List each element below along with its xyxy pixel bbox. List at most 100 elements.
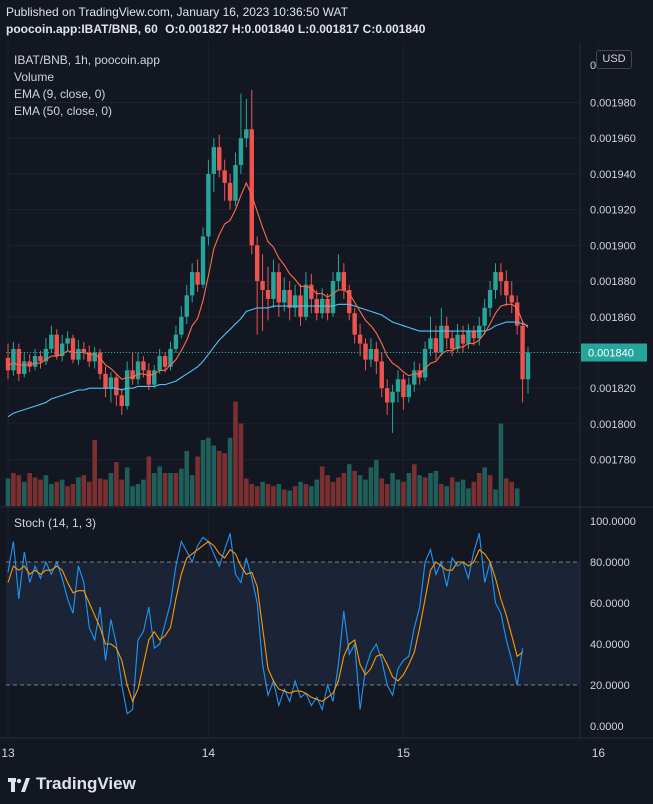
price-tick-label: 0.001780 — [590, 455, 636, 467]
volume-bar — [384, 484, 390, 506]
volume-bar — [97, 478, 103, 506]
volume-bar — [189, 475, 195, 506]
volume-bar — [319, 466, 325, 506]
candle-body — [65, 338, 70, 344]
candle-body — [173, 334, 179, 349]
volume-bar — [211, 445, 217, 506]
price-top-tick-label: 0 — [590, 60, 596, 72]
tradingview-logo[interactable]: TradingView — [8, 774, 136, 794]
volume-bar — [92, 440, 97, 506]
volume-bar — [455, 481, 460, 506]
volume-bar — [314, 479, 320, 506]
volume-bar — [157, 466, 162, 506]
candle-body — [227, 182, 233, 201]
volume-bar — [466, 488, 471, 506]
candle-body — [222, 170, 227, 183]
volume-bar — [43, 475, 49, 506]
volume-bar — [249, 484, 255, 506]
candle-body — [287, 290, 292, 308]
candle-body — [146, 370, 152, 385]
candle-body — [184, 295, 189, 317]
candle-body — [81, 348, 87, 353]
volume-bar — [179, 468, 184, 506]
volume-bar — [5, 478, 11, 506]
candle-body — [108, 377, 114, 389]
brand-name: TradingView — [36, 774, 136, 793]
volume-bar — [401, 481, 406, 506]
volume-bar — [498, 423, 504, 506]
candle-body — [152, 370, 157, 385]
volume-bar — [233, 401, 238, 506]
volume-bar — [341, 473, 347, 506]
volume-bar — [433, 470, 439, 506]
volume-bar — [81, 475, 87, 506]
price-tick-label: 0.001820 — [590, 383, 636, 395]
currency-button[interactable]: USD — [596, 50, 632, 69]
volume-bar — [70, 484, 76, 506]
volume-bar — [32, 477, 38, 506]
candle-body — [433, 338, 439, 353]
stoch-band-fill — [6, 562, 580, 685]
price-tick-label: 0.001980 — [590, 98, 636, 110]
volume-bar — [38, 479, 43, 506]
candle-body — [406, 384, 412, 398]
candle-body — [38, 356, 43, 362]
volume-bar — [151, 473, 157, 506]
volume-bar — [265, 484, 271, 506]
legend: IBAT/BNB, 1h, poocoin.app Volume EMA (9,… — [14, 52, 160, 120]
volume-bar — [460, 479, 466, 506]
candle-body — [504, 281, 509, 296]
candle-body — [114, 377, 119, 396]
volume-bar — [325, 475, 330, 506]
volume-bar — [330, 481, 336, 506]
volume-bar — [27, 473, 32, 506]
volume-bar — [493, 489, 498, 506]
candle-body — [76, 348, 81, 360]
candle-body — [92, 352, 97, 362]
price-tick-label: 0.001920 — [590, 205, 636, 217]
candle-body — [336, 272, 341, 282]
candle-body — [401, 379, 406, 398]
close-value: C:0.001840 — [362, 22, 426, 36]
volume-bar — [119, 479, 125, 506]
volume-bar — [482, 467, 487, 506]
candle-body — [168, 348, 173, 367]
volume-bar — [487, 475, 493, 506]
price-tick-label: 0.001880 — [590, 276, 636, 288]
candle-body — [379, 361, 384, 389]
candle-body — [97, 352, 103, 374]
volume-bar — [406, 473, 412, 506]
volume-bar — [368, 467, 374, 506]
candle-body — [271, 272, 276, 299]
volume-bar — [449, 477, 455, 506]
candle-body — [244, 129, 249, 139]
candle-body — [200, 236, 206, 285]
price-tick-label: 0.001940 — [590, 169, 636, 181]
candle-body — [390, 391, 395, 403]
volume-bar — [476, 473, 482, 506]
volume-bar — [336, 477, 341, 506]
volume-bar — [298, 481, 303, 506]
volume-bar — [287, 490, 292, 506]
candle-body — [309, 284, 314, 299]
stoch-label: Stoch (14, 1, 3) — [14, 516, 97, 530]
volume-bar — [514, 488, 520, 506]
candle-body — [119, 395, 124, 407]
candle-body — [422, 348, 428, 378]
volume-bar — [21, 481, 27, 506]
candle-body — [412, 370, 417, 385]
volume-bar — [200, 440, 206, 506]
candle-body — [135, 361, 141, 380]
candle-body — [357, 334, 363, 344]
volume-bar — [162, 473, 168, 506]
volume-bar — [276, 484, 282, 506]
candle-body — [49, 334, 54, 349]
volume-bar — [417, 475, 422, 506]
candle-body — [514, 302, 520, 326]
candle-body — [477, 325, 482, 339]
volume-bar — [135, 484, 141, 506]
price-tick-label: 0.001800 — [590, 419, 636, 431]
legend-volume: Volume — [14, 70, 55, 84]
candle-body — [363, 343, 368, 360]
